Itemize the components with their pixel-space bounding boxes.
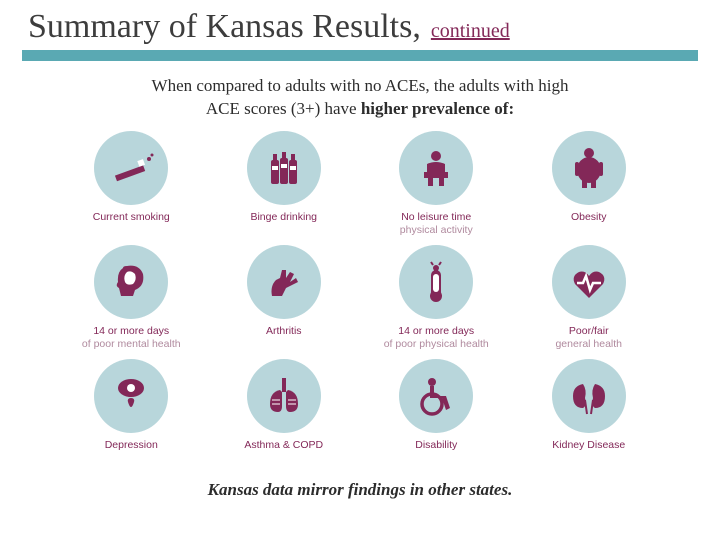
item-physical: 14 or more days of poor physical health [365, 245, 508, 351]
kidney-icon [552, 359, 626, 433]
mental-icon [94, 245, 168, 319]
obesity-icon [552, 131, 626, 205]
intro-line2b: higher prevalence of: [361, 99, 514, 118]
binge-icon [247, 131, 321, 205]
intro-line2a: ACE scores (3+) have [206, 99, 361, 118]
binge-label: Binge drinking [250, 211, 317, 224]
mental-label: 14 or more days of poor mental health [82, 325, 181, 351]
item-kidney: Kidney Disease [518, 359, 661, 465]
item-arthritis: Arthritis [213, 245, 356, 351]
arthritis-icon [247, 245, 321, 319]
general-icon [552, 245, 626, 319]
item-binge: Binge drinking [213, 131, 356, 237]
disability-label: Disability [415, 439, 457, 452]
asthma-label: Asthma & COPD [244, 439, 323, 452]
item-smoking: Current smoking [60, 131, 203, 237]
physical-icon [399, 245, 473, 319]
item-leisure: No leisure time physical activity [365, 131, 508, 237]
item-disability: Disability [365, 359, 508, 465]
depression-icon [94, 359, 168, 433]
title-block: Summary of Kansas Results, continued [0, 0, 720, 50]
intro-line1: When compared to adults with no ACEs, th… [152, 76, 569, 95]
smoking-label: Current smoking [93, 211, 170, 224]
asthma-icon [247, 359, 321, 433]
item-mental: 14 or more days of poor mental health [60, 245, 203, 351]
obesity-label: Obesity [571, 211, 607, 224]
intro-text: When compared to adults with no ACEs, th… [0, 65, 720, 131]
item-obesity: Obesity [518, 131, 661, 237]
outcomes-grid: Current smoking Binge drinking [0, 131, 720, 466]
page-title: Summary of Kansas Results, [28, 8, 421, 45]
leisure-label: No leisure time physical activity [400, 211, 473, 237]
page-title-continued: continued [431, 20, 510, 42]
footer-text: Kansas data mirror findings in other sta… [0, 480, 720, 500]
physical-label: 14 or more days of poor physical health [384, 325, 489, 351]
general-label: Poor/fair general health [555, 325, 622, 351]
depression-label: Depression [105, 439, 158, 452]
arthritis-label: Arthritis [266, 325, 302, 338]
item-general: Poor/fair general health [518, 245, 661, 351]
leisure-icon [399, 131, 473, 205]
title-underline [22, 50, 698, 61]
smoking-icon [94, 131, 168, 205]
item-depression: Depression [60, 359, 203, 465]
kidney-label: Kidney Disease [552, 439, 625, 452]
item-asthma: Asthma & COPD [213, 359, 356, 465]
disability-icon [399, 359, 473, 433]
